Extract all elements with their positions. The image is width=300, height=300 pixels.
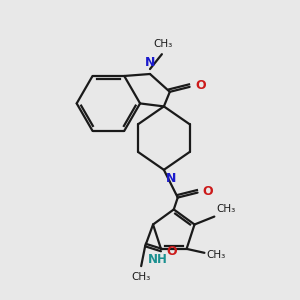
Text: NH: NH [148,253,168,266]
Text: CH₃: CH₃ [153,39,172,49]
Text: CH₃: CH₃ [206,250,226,260]
Text: O: O [166,245,177,258]
Text: O: O [196,80,206,92]
Text: N: N [145,56,155,69]
Text: CH₃: CH₃ [131,272,151,282]
Text: O: O [202,185,213,198]
Text: CH₃: CH₃ [216,204,236,214]
Text: N: N [166,172,176,185]
